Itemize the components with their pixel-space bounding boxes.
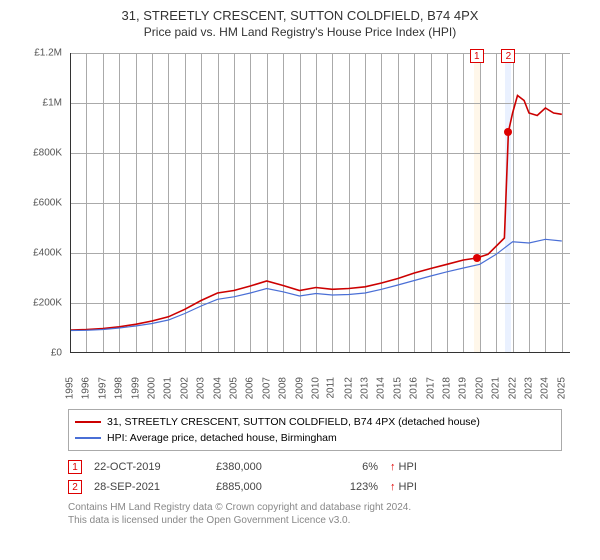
legend-swatch <box>75 437 101 439</box>
sale-index: 1 <box>68 460 82 474</box>
y-tick-label: £400K <box>33 248 62 259</box>
sale-pct: 123% <box>318 481 378 493</box>
x-tick-label: 2021 <box>490 377 501 399</box>
plot-area: 12 <box>70 53 570 353</box>
legend-label: HPI: Average price, detached house, Birm… <box>107 432 337 444</box>
x-tick-label: 2012 <box>343 377 354 399</box>
x-tick-label: 2009 <box>294 377 305 399</box>
legend-swatch <box>75 421 101 423</box>
sale-date: 28-SEP-2021 <box>94 481 204 493</box>
footer-line2: This data is licensed under the Open Gov… <box>68 514 590 527</box>
x-tick-label: 1996 <box>81 377 92 399</box>
title-line2: Price paid vs. HM Land Registry's House … <box>10 25 590 39</box>
x-axis <box>70 352 570 353</box>
sale-point <box>473 254 481 262</box>
legend-row: HPI: Average price, detached house, Birm… <box>75 430 555 446</box>
x-tick-label: 1995 <box>64 377 75 399</box>
x-tick-label: 2002 <box>179 377 190 399</box>
series-hpi <box>70 239 562 330</box>
x-tick-label: 2022 <box>507 377 518 399</box>
x-tick-label: 2025 <box>556 377 567 399</box>
x-tick-label: 2024 <box>540 377 551 399</box>
sale-price: £380,000 <box>216 461 306 473</box>
sale-row: 2 28-SEP-2021 £885,000 123% ↑ HPI <box>68 477 590 497</box>
x-tick-label: 2018 <box>441 377 452 399</box>
footer-attribution: Contains HM Land Registry data © Crown c… <box>68 501 590 527</box>
footer-line1: Contains HM Land Registry data © Crown c… <box>68 501 590 514</box>
sale-date: 22-OCT-2019 <box>94 461 204 473</box>
x-tick-label: 2016 <box>409 377 420 399</box>
x-tick-label: 2006 <box>245 377 256 399</box>
y-tick-label: £600K <box>33 198 62 209</box>
y-axis <box>70 53 71 353</box>
legend-label: 31, STREETLY CRESCENT, SUTTON COLDFIELD,… <box>107 416 480 428</box>
x-tick-label: 2004 <box>212 377 223 399</box>
sale-pct: 6% <box>318 461 378 473</box>
chart-area: £0£200K£400K£600K£800K£1M£1.2M 12 199519… <box>20 45 580 405</box>
title-line1: 31, STREETLY CRESCENT, SUTTON COLDFIELD,… <box>10 8 590 23</box>
sale-point <box>504 128 512 136</box>
sale-callout: 1 <box>470 49 484 63</box>
x-tick-label: 2023 <box>523 377 534 399</box>
x-tick-label: 2005 <box>228 377 239 399</box>
x-tick-label: 2007 <box>261 377 272 399</box>
x-tick-label: 1999 <box>130 377 141 399</box>
sales-table: 1 22-OCT-2019 £380,000 6% ↑ HPI 2 28-SEP-2021 £… <box>68 457 590 497</box>
arrow-up-icon: ↑ HPI <box>390 461 417 473</box>
x-tick-label: 2017 <box>425 377 436 399</box>
x-tick-label: 2015 <box>392 377 403 399</box>
y-tick-label: £1M <box>43 98 62 109</box>
sale-price: £885,000 <box>216 481 306 493</box>
legend: 31, STREETLY CRESCENT, SUTTON COLDFIELD,… <box>68 409 562 451</box>
x-tick-label: 2011 <box>326 377 337 399</box>
x-tick-label: 2001 <box>163 377 174 399</box>
series-property <box>70 96 562 331</box>
arrow-up-icon: ↑ HPI <box>390 481 417 493</box>
x-tick-label: 2003 <box>195 377 206 399</box>
x-tick-label: 2008 <box>277 377 288 399</box>
sale-callout: 2 <box>501 49 515 63</box>
sale-row: 1 22-OCT-2019 £380,000 6% ↑ HPI <box>68 457 590 477</box>
x-tick-label: 2013 <box>359 377 370 399</box>
x-tick-label: 2019 <box>458 377 469 399</box>
y-tick-label: £200K <box>33 298 62 309</box>
x-tick-label: 1998 <box>113 377 124 399</box>
x-tick-label: 1997 <box>97 377 108 399</box>
chart-titles: 31, STREETLY CRESCENT, SUTTON COLDFIELD,… <box>10 8 590 39</box>
y-tick-label: £1.2M <box>34 48 62 59</box>
y-tick-label: £800K <box>33 148 62 159</box>
sale-index: 2 <box>68 480 82 494</box>
y-tick-label: £0 <box>51 348 62 359</box>
x-tick-label: 2020 <box>474 377 485 399</box>
x-tick-label: 2000 <box>146 377 157 399</box>
legend-row: 31, STREETLY CRESCENT, SUTTON COLDFIELD,… <box>75 414 555 430</box>
x-tick-label: 2014 <box>376 377 387 399</box>
x-tick-label: 2010 <box>310 377 321 399</box>
